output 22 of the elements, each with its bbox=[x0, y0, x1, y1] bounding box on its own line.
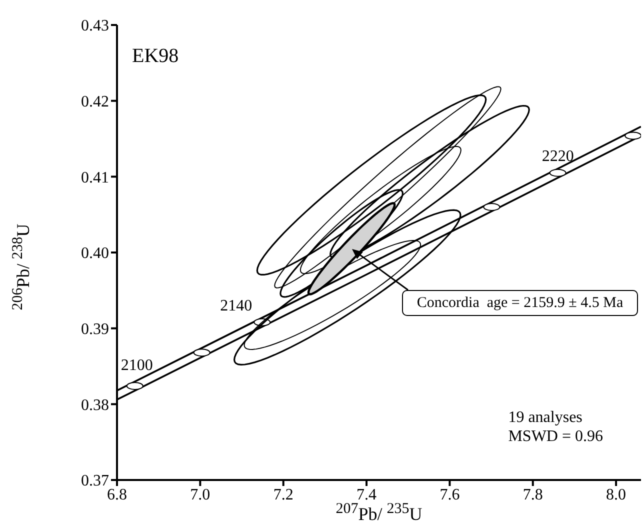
y-tick-label: 0.43 bbox=[81, 18, 109, 35]
annotation: 2220 bbox=[542, 148, 574, 165]
y-tick-label: 0.38 bbox=[81, 396, 109, 414]
x-tick-label: 8.0 bbox=[606, 486, 626, 504]
annotation: Concordia age = 2159.9 ± 4.5 Ma bbox=[402, 290, 638, 316]
annotation: 2100 bbox=[120, 356, 153, 374]
x-tick-label: 7.6 bbox=[440, 486, 460, 504]
annotation: MSWD = 0.96 bbox=[508, 427, 603, 446]
annotation: 2140 bbox=[220, 297, 252, 314]
x-axis-title: $^{207}$Pb/ $^{235}$U bbox=[336, 501, 422, 524]
x-tick-label: 6.8 bbox=[107, 486, 127, 504]
text: EK98 bbox=[132, 45, 179, 68]
y-tick-label: 0.42 bbox=[81, 94, 109, 111]
y-tick-label: 0.40 bbox=[81, 245, 109, 262]
y-tick-label: 0.37 bbox=[81, 472, 109, 490]
x-tick-label: 7.8 bbox=[522, 486, 543, 504]
x-tick-label: 7.4 bbox=[356, 486, 377, 504]
x-tick-label: 7.2 bbox=[273, 486, 294, 504]
x-tick-label: 7.0 bbox=[190, 486, 210, 504]
y-tick-label: 0.41 bbox=[81, 169, 109, 186]
annotation: 19 analyses bbox=[508, 408, 584, 427]
y-tick-label: 0.39 bbox=[81, 321, 109, 338]
